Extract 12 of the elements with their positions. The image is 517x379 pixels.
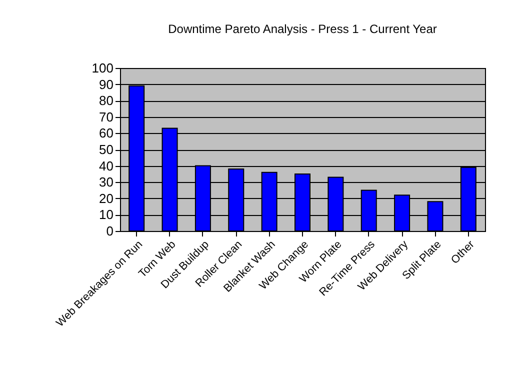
y-tick-label: 0: [106, 224, 114, 238]
y-tick-label: 30: [99, 174, 114, 190]
y-tick-label: 70: [99, 109, 114, 124]
y-tick-label: 60: [99, 126, 114, 141]
y-tick-label: 50: [99, 142, 114, 157]
y-tick-label: 90: [99, 76, 114, 92]
y-tick-label: 20: [99, 190, 114, 206]
y-tick-label: 10: [99, 207, 114, 222]
chart-title: Downtime Pareto Analysis - Press 1 - Current Year: [168, 22, 437, 36]
y-tick-label: 100: [92, 60, 114, 76]
y-tick-label: 80: [99, 93, 114, 108]
y-tick-label: 40: [99, 158, 114, 174]
